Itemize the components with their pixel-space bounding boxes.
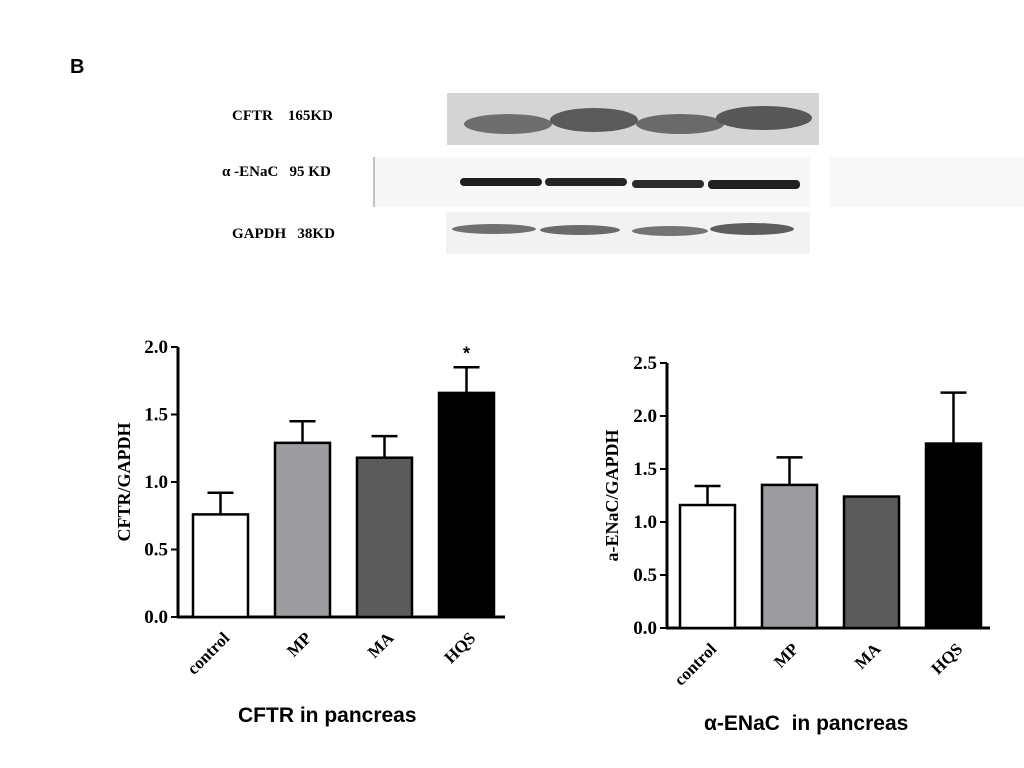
panel-label: B (70, 56, 85, 78)
gapdh-band (710, 223, 794, 235)
x-tick-label: HQS (928, 639, 967, 678)
bar-hqs (924, 442, 983, 630)
bar-mp (760, 483, 819, 630)
y-axis-label: CFTR/GAPDH (114, 423, 134, 542)
x-tick-label: MA (851, 639, 885, 673)
y-tick-label: 0.0 (633, 618, 657, 639)
chart1-caption: CFTR in pancreas (238, 704, 417, 727)
cftr-band (716, 106, 812, 130)
x-tick-label: MA (364, 628, 398, 662)
y-tick-label: 1.0 (144, 472, 168, 493)
y-tick-label: 0.5 (144, 540, 168, 561)
bar-ma (355, 456, 414, 619)
x-tick-label: HQS (441, 628, 480, 667)
y-tick-label: 2.0 (633, 406, 657, 427)
bar-control (191, 513, 250, 619)
bar-mp (273, 441, 332, 619)
cftr-band (550, 108, 638, 132)
y-tick-label: 0.0 (144, 607, 168, 628)
y-tick-label: 2.0 (144, 337, 168, 358)
blot-label-enac: α -ENaC 95 KD (222, 164, 331, 180)
x-tick-label: MP (770, 639, 802, 671)
blot-label-gapdh: GAPDH 38KD (232, 226, 335, 242)
x-tick-label: MP (283, 628, 315, 660)
enac-band (632, 180, 704, 188)
y-axis-label: a-ENaC/GAPDH (602, 430, 622, 562)
blot-label-cftr: CFTR 165KD (232, 108, 333, 124)
enac-band (545, 178, 627, 186)
gapdh-band (632, 226, 708, 236)
bar-hqs (437, 391, 496, 619)
gapdh-band (452, 224, 536, 234)
bar-ma (842, 495, 901, 630)
y-tick-label: 1.0 (633, 512, 657, 533)
y-tick-label: 1.5 (144, 405, 168, 426)
x-tick-label: control (183, 628, 233, 678)
cftr-band (464, 114, 552, 134)
chart2-caption: α-ENaC in pancreas (704, 712, 909, 735)
y-tick-label: 2.5 (633, 353, 657, 374)
enac-band (460, 178, 542, 186)
cftr-band (636, 114, 724, 134)
y-tick-label: 0.5 (633, 565, 657, 586)
x-tick-label: control (670, 639, 720, 689)
bar-control (678, 503, 737, 630)
gapdh-band (540, 225, 620, 235)
significance-marker: * (463, 343, 470, 363)
enac-band (708, 180, 800, 189)
y-tick-label: 1.5 (633, 459, 657, 480)
